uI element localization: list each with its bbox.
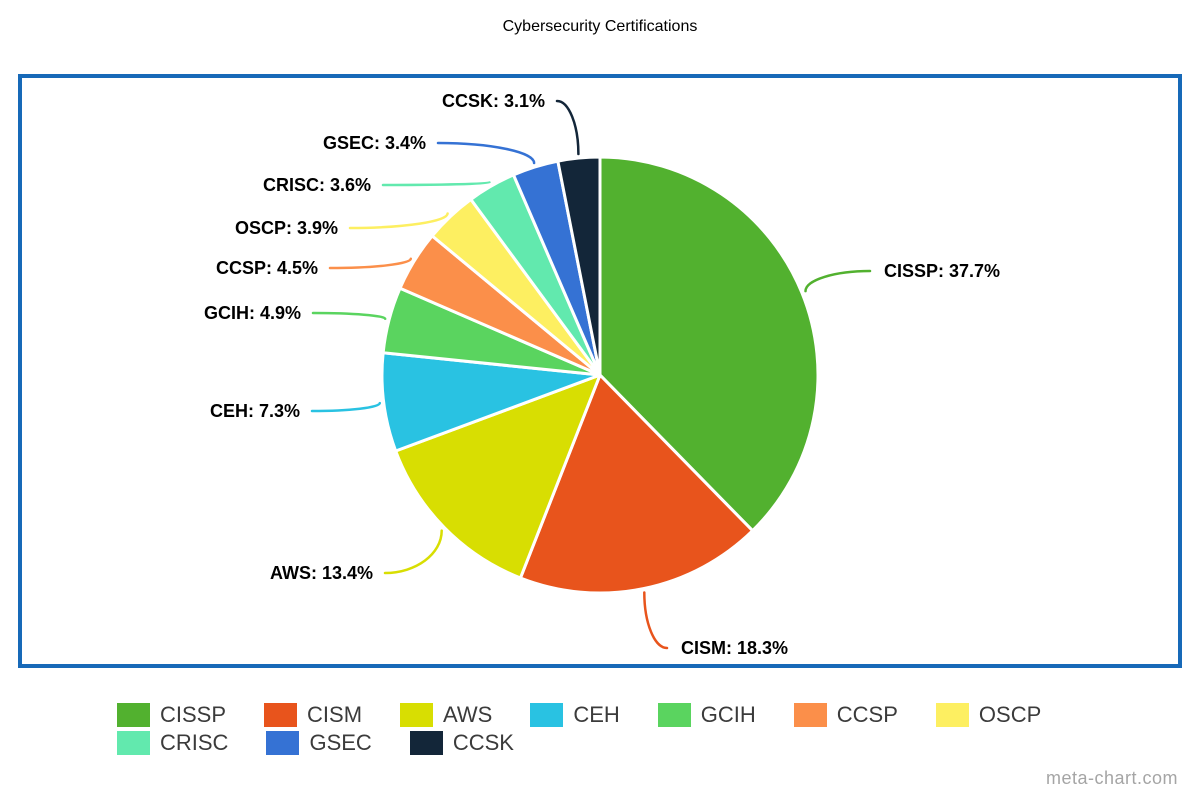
legend-item-aws[interactable]: AWS — [400, 703, 492, 727]
leader-line-aws — [383, 529, 443, 575]
legend-item-gcih[interactable]: GCIH — [657, 702, 756, 727]
legend-swatch-cism — [264, 703, 298, 727]
legend-item-ccsp[interactable]: CCSP — [793, 702, 898, 727]
legend-item-cism[interactable]: CISM — [264, 703, 362, 727]
pie-slice-cism[interactable] — [518, 373, 755, 595]
legend-label-crisc: CRISC — [160, 730, 229, 755]
pie-label-gcih: GCIH: 4.9% — [204, 303, 301, 323]
pie-label-gsec: GSEC: 3.4% — [323, 133, 426, 153]
legend-swatch-crisc — [117, 731, 150, 755]
legend-item-gsec[interactable]: GSEC — [266, 730, 372, 755]
legend-swatch-cissp — [117, 703, 150, 727]
chart-legend: CISSP CISM AWS CEH GCIH CCSP OSCP CRISC GSEC CCSK — [117, 703, 1097, 755]
leader-line-cissp — [804, 269, 872, 293]
legend-item-cissp[interactable]: CISSP — [117, 703, 226, 727]
pie-label-aws: AWS: 13.4% — [270, 563, 373, 583]
pie-label-crisc: CRISC: 3.6% — [263, 175, 371, 195]
legend-label-gcih: GCIH — [700, 702, 756, 727]
legend-label-oscp: OSCP — [978, 702, 1042, 727]
legend-label-ccsk: CCSK — [452, 730, 514, 755]
legend-item-oscp[interactable]: OSCP — [935, 702, 1042, 727]
pie-label-ccsp: CCSP: 4.5% — [216, 258, 318, 278]
legend-label-cism: CISM — [307, 702, 363, 727]
legend-swatch-ccsp — [793, 703, 827, 727]
pie-slice-ceh[interactable] — [380, 351, 602, 453]
leader-line-ccsk — [555, 99, 580, 156]
leader-line-gcih — [311, 311, 387, 321]
legend-item-ccsk[interactable]: CCSK — [409, 730, 514, 755]
pie-slice-ccsk[interactable] — [556, 155, 602, 377]
legend-swatch-ccsk — [409, 731, 443, 755]
legend-item-ceh[interactable]: CEH — [530, 702, 620, 727]
pie-label-oscp: OSCP: 3.9% — [235, 218, 338, 238]
leader-line-gsec — [436, 141, 536, 165]
legend-swatch-ceh — [530, 703, 564, 727]
legend-label-cissp: CISSP — [160, 702, 227, 727]
leader-line-ccsp — [328, 257, 413, 270]
legend-label-ceh: CEH — [573, 702, 620, 727]
leader-line-ceh — [310, 401, 382, 413]
legend-swatch-aws — [400, 703, 434, 727]
legend-item-crisc[interactable]: CRISC — [117, 731, 228, 755]
watermark: meta-chart.com — [1045, 768, 1178, 788]
pie-slice-aws[interactable] — [394, 373, 602, 580]
pie-label-ccsk: CCSK: 3.1% — [442, 91, 545, 111]
legend-label-aws: AWS — [443, 702, 493, 727]
legend-label-ccsp: CCSP — [836, 702, 898, 727]
legend-swatch-oscp — [935, 703, 969, 727]
chart-title: Cybersecurity Certifications — [502, 18, 698, 35]
leader-line-oscp — [348, 212, 449, 230]
legend-swatch-gcih — [657, 703, 691, 727]
legend-swatch-gsec — [266, 731, 300, 755]
leader-line-crisc — [381, 181, 491, 187]
pie-slice-cissp[interactable] — [598, 155, 820, 533]
legend-label-gsec: GSEC — [309, 730, 372, 755]
pie-label-cism: CISM: 18.3% — [681, 638, 788, 658]
pie-label-cissp: CISSP: 37.7% — [884, 261, 1000, 281]
pie-label-ceh: CEH: 7.3% — [210, 401, 300, 421]
leader-line-cism — [643, 591, 669, 650]
